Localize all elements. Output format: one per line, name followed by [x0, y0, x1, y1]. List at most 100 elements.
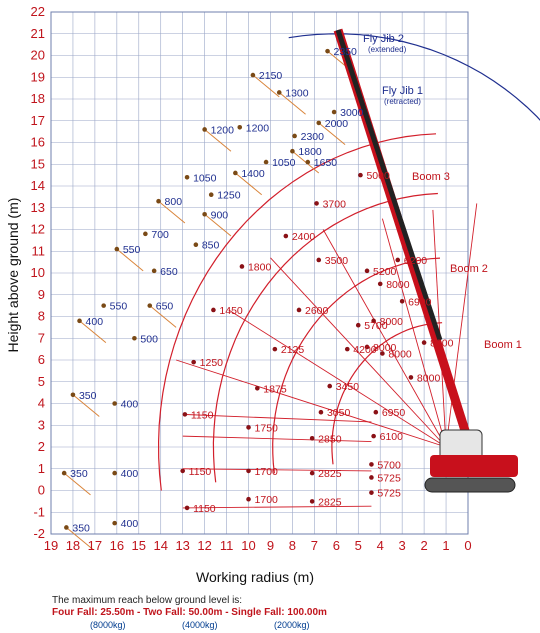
data-point	[246, 425, 251, 430]
data-label: 2850	[318, 433, 342, 445]
data-point	[246, 468, 251, 474]
jib-hook-line	[158, 200, 186, 224]
data-label: 8000	[380, 316, 404, 328]
x-tick-label: 19	[44, 538, 58, 553]
data-label: 2125	[281, 344, 305, 356]
boom-radial	[432, 209, 447, 448]
data-label: 2825	[318, 496, 342, 508]
data-label: 900	[211, 209, 229, 221]
boom-horizontal	[182, 413, 372, 423]
x-tick-label: 3	[399, 538, 406, 553]
data-label: 1200	[246, 122, 270, 134]
data-label: 1200	[211, 124, 235, 136]
data-point	[272, 346, 278, 352]
footer-line-3: (8000kg) (4000kg) (2000kg)	[52, 619, 327, 631]
y-tick-label: 12	[31, 222, 45, 237]
data-point	[208, 192, 214, 197]
data-point	[276, 90, 282, 95]
data-point	[283, 233, 289, 239]
annotation-label: Boom 2	[450, 263, 488, 275]
crane-body	[430, 455, 518, 477]
jib-hook-line	[72, 394, 100, 417]
annotation-label: (extended)	[368, 45, 407, 54]
data-point	[309, 499, 315, 504]
data-label: 400	[121, 399, 139, 411]
data-point	[309, 470, 315, 476]
boom-radial	[445, 203, 478, 448]
data-point	[255, 385, 260, 391]
data-label: 3700	[323, 198, 347, 210]
data-label: 3050	[327, 407, 351, 419]
data-label: 1800	[248, 261, 272, 273]
data-point	[184, 175, 190, 180]
jib-range-lines	[63, 33, 540, 550]
data-label: 8000	[386, 279, 410, 291]
data-label: 5725	[377, 488, 401, 500]
data-label: 1700	[255, 494, 279, 506]
data-label: 6900	[408, 296, 432, 308]
data-point	[184, 505, 190, 511]
data-label: 1150	[191, 409, 214, 421]
jib-hook-line	[278, 92, 306, 115]
data-point	[112, 470, 117, 476]
y-tick-label: 2	[38, 439, 45, 454]
data-label: 400	[121, 468, 139, 480]
data-label: 650	[156, 301, 174, 313]
x-tick-label: 10	[241, 538, 255, 553]
data-point	[70, 392, 76, 398]
y-tick-label: 20	[31, 48, 45, 63]
data-point	[369, 462, 374, 467]
jib-hook-line	[116, 248, 144, 272]
data-point	[112, 401, 117, 406]
y-tick-label: 18	[31, 91, 45, 106]
data-label: 1750	[255, 422, 279, 434]
data-point	[364, 344, 370, 350]
data-label: 350	[70, 468, 88, 480]
data-label: 400	[121, 518, 139, 530]
data-point	[191, 359, 196, 365]
data-point	[151, 268, 157, 274]
y-tick-label: 21	[31, 26, 45, 41]
x-tick-label: 5	[355, 538, 362, 553]
boom-arc	[331, 322, 443, 465]
data-point	[309, 436, 315, 441]
data-label: 2600	[305, 305, 329, 317]
x-tick-label: 1	[442, 538, 449, 553]
boom-arc	[212, 192, 438, 483]
data-point	[156, 198, 161, 204]
data-label: 5000	[366, 170, 390, 182]
jib-arc	[288, 33, 540, 121]
data-label: 650	[160, 266, 178, 278]
data-point	[358, 172, 363, 178]
y-tick-label: 9	[38, 287, 45, 302]
x-tick-label: 15	[132, 538, 146, 553]
data-point	[61, 470, 67, 476]
y-tick-label: 22	[31, 4, 45, 19]
data-label: 550	[110, 301, 128, 313]
boom-arc	[157, 133, 437, 491]
data-label: 5700	[377, 459, 401, 471]
data-label: 1150	[193, 503, 216, 515]
data-point	[355, 322, 361, 328]
footer-weight-two-fall: (4000kg)	[182, 620, 218, 630]
boom-arm-dark	[335, 29, 443, 341]
data-point	[250, 72, 256, 78]
data-point	[101, 303, 106, 308]
boom-radial	[228, 309, 447, 448]
data-point	[395, 257, 401, 263]
x-tick-label: 13	[175, 538, 189, 553]
data-point	[64, 525, 69, 530]
data-point	[182, 412, 188, 417]
y-tick-label: 7	[38, 330, 45, 345]
data-label: 8000	[373, 342, 397, 354]
data-label: 2300	[301, 131, 325, 143]
x-tick-label: 16	[110, 538, 124, 553]
y-tick-label: 1	[38, 461, 45, 476]
data-label: 4200	[353, 344, 377, 356]
boom-radial	[381, 218, 447, 448]
data-label: 1650	[314, 157, 338, 169]
annotation-label: Boom 1	[484, 339, 522, 351]
y-tick-label: 6	[38, 352, 45, 367]
y-tick-label: 15	[31, 156, 45, 171]
